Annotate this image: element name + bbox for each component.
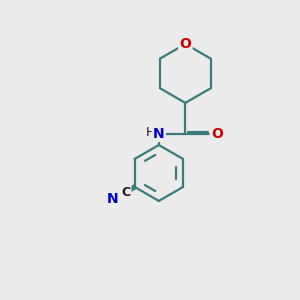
Text: N: N [153, 127, 165, 141]
Text: N: N [107, 193, 119, 206]
Text: O: O [179, 37, 191, 51]
Text: H: H [146, 125, 155, 139]
Text: C: C [121, 186, 130, 199]
Text: O: O [211, 127, 223, 141]
